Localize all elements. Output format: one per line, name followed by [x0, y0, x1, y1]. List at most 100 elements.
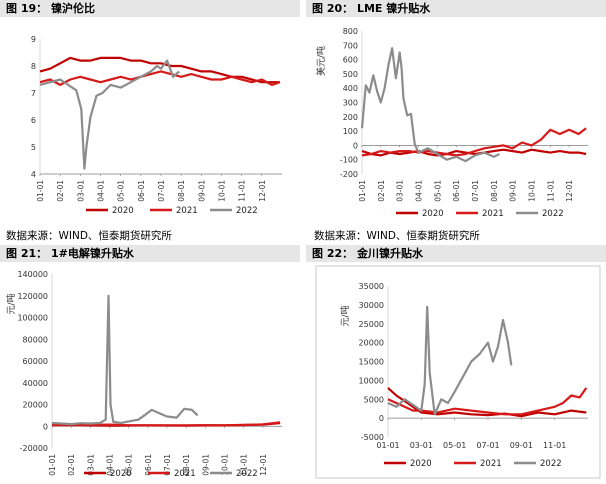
y-tick-label: 60000 [23, 357, 48, 366]
y-tick-label: -5000 [361, 433, 384, 442]
y-tick-label: 7 [31, 89, 36, 98]
y-tick-label: 80000 [23, 335, 48, 344]
y-tick-label: 35000 [359, 282, 384, 291]
x-tick-label: 10-01 [218, 180, 227, 202]
x-tick-label: 11-01 [543, 441, 566, 450]
y-tick-label: 100 [343, 127, 358, 136]
y-tick-label: 15000 [359, 358, 384, 367]
y-tick-label: 400 [343, 84, 358, 93]
x-tick-label: 07-01 [471, 180, 480, 202]
x-tick-label: 03-01 [86, 454, 95, 476]
y-tick-label: 4 [31, 170, 36, 179]
y-tick-label: 800 [343, 27, 358, 36]
chart-3: -20000 0 20000 40000 60000 80000 100000 120000 1… [5, 270, 282, 479]
x-tick-label: 02-01 [377, 180, 386, 202]
x-tick-label: 02-01 [67, 454, 76, 476]
y-tick-label: 100000 [17, 314, 48, 323]
x-tick-label: 01-01 [358, 180, 367, 202]
y-axis-label: 元/吨 [5, 293, 17, 314]
y-tick-label: 6 [31, 116, 36, 125]
y-tick-label: 120000 [17, 292, 48, 301]
y-tick-label: 30000 [359, 301, 384, 310]
y-tick-label: 10000 [359, 376, 384, 385]
y-tick-label: 20000 [23, 401, 48, 410]
series-line-2020 [39, 56, 280, 84]
x-tick-label: 09-01 [201, 454, 210, 476]
y-tick-label: -20000 [20, 444, 48, 453]
panel-nickel-shfe-lme-ratio: 图 19： 镍沪伦比 4 5 6 7 8 9 01-01 02-01 03-01 04-01 05-… [0, 0, 300, 225]
x-tick-label: 05-01 [433, 180, 442, 202]
legend-label: 2020 [422, 209, 444, 219]
series-line-2022 [39, 59, 180, 170]
x-tick-label: 12-01 [259, 454, 268, 476]
y-tick-label: 9 [31, 35, 36, 44]
panel-title: 图 20： LME 镍升贴水 [306, 0, 606, 17]
legend-label: 2020 [110, 469, 132, 479]
x-tick-label: 06-01 [452, 180, 461, 202]
source-note-right: 数据来源：WIND、恒泰期货研究所 [314, 230, 480, 242]
chart-frame [315, 265, 601, 479]
x-tick-label: 03-01 [396, 180, 405, 202]
x-tick-label: 07-01 [476, 441, 499, 450]
x-tick-label: 11-01 [240, 454, 249, 476]
x-tick-label: 11-01 [546, 180, 555, 202]
y-tick-label: 0 [379, 414, 384, 423]
x-tick-label: 06-01 [144, 454, 153, 476]
legend-label: 2020 [112, 206, 134, 216]
y-tick-label: 40000 [23, 379, 48, 388]
panel-title: 图 22： 金川镍升贴水 [306, 245, 606, 262]
x-tick-label: 01-01 [376, 441, 399, 450]
chart-2: -200 -100 0 100 200 300 400 500 600 700 800 01-01 02… [315, 27, 588, 219]
y-tick-label: -200 [340, 170, 358, 179]
series-line-2022 [51, 294, 199, 426]
y-tick-label: 5000 [364, 395, 384, 404]
series-line-2020 [361, 148, 587, 157]
x-tick-label: 09-01 [510, 441, 533, 450]
panel-title: 图 21： 1#电解镍升贴水 [0, 245, 300, 262]
source-note-left: 数据来源：WIND、恒泰期货研究所 [6, 230, 172, 242]
x-tick-label: 10-01 [528, 180, 537, 202]
x-tick-label: 08-01 [177, 180, 186, 202]
x-tick-label: 08-01 [490, 180, 499, 202]
legend-label: 2022 [236, 206, 258, 216]
panel-electrolytic-nickel-premium: 图 21： 1#电解镍升贴水 -20000 0 20000 40000 60000 800… [0, 245, 300, 484]
x-tick-label: 04-01 [415, 180, 424, 202]
x-tick-label: 11-01 [238, 180, 247, 202]
panel-jinchuan-nickel-premium: 图 22： 金川镍升贴水 -5000 0 5000 10000 15000 20000 25… [306, 245, 606, 484]
x-tick-label: 04-01 [97, 180, 106, 202]
y-tick-label: 20000 [359, 339, 384, 348]
legend-label: 2022 [236, 469, 258, 479]
y-axis-label: 美元/吨 [315, 46, 327, 76]
series-line-2021 [361, 127, 587, 157]
y-tick-label: 700 [343, 41, 358, 50]
x-tick-label: 05-01 [443, 441, 466, 450]
legend-label: 2021 [482, 209, 504, 219]
x-tick-label: 06-01 [137, 180, 146, 202]
x-tick-label: 08-01 [182, 454, 191, 476]
x-tick-label: 03-01 [410, 441, 433, 450]
series-line-2020 [387, 387, 587, 418]
legend-label: 2021 [174, 469, 196, 479]
legend-label: 2020 [410, 459, 432, 469]
y-tick-label: 8 [31, 62, 36, 71]
x-tick-label: 04-01 [106, 454, 115, 476]
x-tick-label: 10-01 [221, 454, 230, 476]
y-tick-label: 5 [31, 143, 36, 152]
series-line-2021 [51, 421, 281, 427]
x-tick-label: 12-01 [258, 180, 267, 202]
legend-label: 2021 [480, 459, 502, 469]
legend-label: 2021 [176, 206, 198, 216]
legend-label: 2022 [542, 209, 564, 219]
chart-4: -5000 0 5000 10000 15000 20000 25000 30000 35000… [315, 265, 601, 479]
y-tick-label: 0 [353, 141, 358, 150]
panel-lme-nickel-premium: 图 20： LME 镍升贴水 -200 -100 0 100 200 300 400 500 6… [306, 0, 606, 225]
y-tick-label: 0 [43, 422, 48, 431]
y-tick-label: 300 [343, 99, 358, 108]
x-tick-label: 01-01 [36, 180, 45, 202]
y-tick-label: -100 [340, 156, 358, 165]
x-tick-label: 09-01 [509, 180, 518, 202]
series-line-2022 [360, 47, 500, 163]
x-tick-label: 05-01 [125, 454, 134, 476]
series-line-2022 [387, 305, 513, 416]
series-line-2021 [39, 70, 281, 86]
